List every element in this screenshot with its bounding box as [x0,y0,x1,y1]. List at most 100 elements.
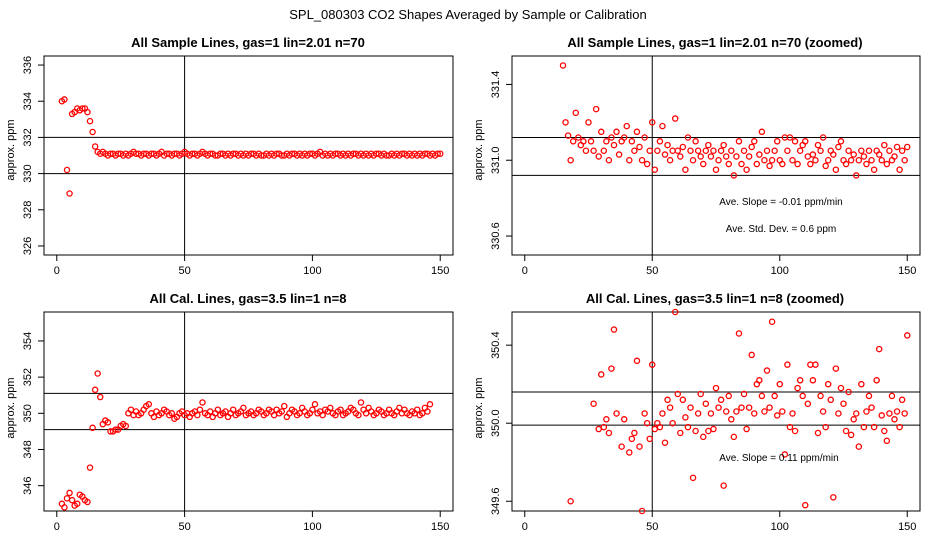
data-point [572,109,580,117]
data-point [671,308,679,316]
data-point [424,408,431,415]
data-point [669,419,676,427]
annotation: Ave. Slope = 0.11 ppm/min [719,453,838,464]
data-point [766,162,773,170]
x-tick-label: 150 [431,265,449,277]
plot-frame [511,311,921,512]
data-point [661,151,669,158]
data-point [824,156,832,164]
data-point [608,365,615,372]
y-tick-label: 332 [22,128,34,146]
data-point [659,410,666,417]
data-point [89,128,96,136]
data-point [847,156,855,164]
panel-cal-lines-zoomed: All Cal. Lines, gas=3.5 lin=1 n=8 (zoome… [473,291,921,533]
data-point [585,119,592,126]
data-point [735,138,743,145]
data-point [697,390,704,398]
x-tick-label: 100 [303,521,321,533]
data-point [679,143,687,151]
data-point [756,151,763,158]
data-point [845,388,852,396]
data-point [649,361,656,368]
data-point [281,402,288,410]
data-point [817,392,824,400]
data-point [89,424,96,432]
panel-title: All Cal. Lines, gas=3.5 lin=1 n=8 (zoome… [586,291,844,306]
data-point [728,147,735,155]
data-point [613,410,620,417]
data-point [94,370,101,377]
data-point [738,160,745,168]
data-point [666,404,674,411]
data-point [311,401,319,408]
data-point [832,365,840,372]
data-point [705,141,712,149]
data-point [145,401,153,408]
data-point [758,128,766,136]
data-point [745,404,753,411]
data-point [753,160,761,168]
data-point [194,411,201,419]
data-point [595,153,602,160]
data-point [646,147,653,155]
data-point [837,138,845,145]
data-point [702,147,710,155]
data-point [850,151,857,158]
data-point [881,141,888,149]
y-axis-label: approx. ppm [5,119,17,180]
data-point [735,330,743,337]
data-point [319,411,326,419]
y-tick-label: 346 [22,476,34,494]
data-point [636,143,643,151]
data-point [643,160,651,168]
data-point [66,190,73,197]
data-point [842,160,850,168]
data-point [587,138,595,145]
data-point [626,449,633,456]
data-point [802,501,809,509]
data-point [278,408,285,415]
data-point [575,134,582,141]
data-point [84,108,91,116]
data-point [682,414,689,421]
data-point [705,427,712,435]
data-point [878,412,886,419]
data-point [664,141,671,149]
data-point [63,166,71,174]
x-tick-label: 0 [54,265,60,277]
plot-frame [511,55,921,256]
data-point [733,153,740,160]
data-point [692,427,699,435]
data-point [768,156,776,164]
data-point [656,138,664,145]
data-point [796,147,804,155]
data-point [771,147,778,155]
data-point [758,392,766,400]
data-point [886,410,893,417]
annotation: Ave. Slope = -0.01 ppm/min [719,197,843,208]
data-point [641,134,648,141]
data-point [689,474,697,482]
data-point [712,166,720,173]
data-point [761,408,768,415]
data-point [79,105,86,112]
data-point [830,151,837,158]
y-tick-label: 331.4 [490,71,502,99]
data-point [633,128,641,136]
data-point [807,361,814,368]
y-tick-label: 331.0 [490,146,502,174]
data-point [728,416,735,423]
panel-title: All Sample Lines, gas=1 lin=2.01 n=70 (z… [567,35,862,50]
data-point [863,160,870,168]
data-point [730,172,738,179]
data-point [610,326,618,333]
data-point [651,166,659,173]
data-point [600,147,608,155]
data-point [773,138,781,145]
data-point [679,396,687,404]
data-point [794,160,801,168]
data-point [904,143,911,151]
data-point [677,153,684,160]
